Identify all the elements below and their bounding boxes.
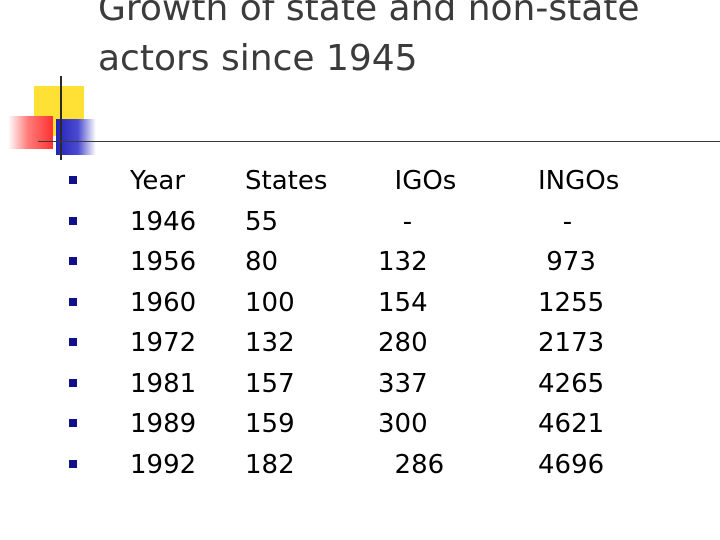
igos-cell: IGOs [378, 166, 457, 196]
list-item: 1989 159 300 4621 [0, 403, 720, 444]
square-bullet-icon [69, 459, 77, 468]
yellow-square-decoration [34, 86, 84, 136]
igos-cell: 300 [378, 409, 428, 439]
ingos-cell: 2173 [538, 328, 605, 358]
list-item: 1960 100 154 1255 [0, 282, 720, 323]
square-bullet-icon [69, 378, 77, 387]
year-cell: 1956 [130, 247, 197, 277]
year-cell: Year [130, 166, 186, 196]
horizontal-rule [38, 141, 720, 142]
igos-cell: 280 [378, 328, 428, 358]
igos-cell: 154 [378, 287, 428, 318]
square-bullet-icon [69, 216, 77, 225]
states-cell: 80 [245, 247, 279, 277]
states-cell: 159 [245, 409, 295, 439]
year-cell: 1989 [130, 409, 197, 439]
ingos-cell: 4621 [538, 409, 605, 439]
red-square-decoration [8, 116, 53, 149]
square-bullet-icon [69, 338, 77, 346]
blue-square-decoration [56, 119, 96, 155]
year-cell: 1992 [130, 449, 197, 480]
year-cell: 1960 [130, 287, 197, 318]
states-cell: 55 [245, 206, 279, 237]
ingos-cell: 973 [538, 247, 596, 277]
slide-title-line-2: actors since 1945 [98, 38, 418, 79]
square-bullet-icon [69, 297, 77, 306]
ingos-cell: - [538, 206, 573, 237]
ingos-cell: 1255 [538, 287, 605, 318]
vertical-rule [60, 76, 62, 160]
slide-title-line-1: Growth of state and non-state [98, 0, 640, 29]
igos-cell: - [378, 206, 413, 237]
ingos-cell: 4265 [538, 368, 605, 399]
year-cell: 1946 [130, 206, 197, 237]
list-item: 1972 132 280 2173 [0, 322, 720, 363]
square-bullet-icon [69, 257, 77, 265]
states-cell: 157 [245, 368, 295, 399]
igos-cell: 132 [378, 247, 428, 277]
slide-title: Growth of state and non-state actors sin… [98, 0, 698, 84]
states-cell: 182 [245, 449, 295, 480]
ingos-cell: 4696 [538, 449, 605, 480]
list-item-header: Year States IGOs INGOs [0, 160, 720, 201]
states-cell: States [245, 166, 328, 196]
list-item: 1956 80 132 973 [0, 241, 720, 282]
igos-cell: 286 [378, 449, 445, 480]
square-bullet-icon [69, 176, 77, 184]
states-cell: 132 [245, 328, 295, 358]
ingos-cell: INGOs [538, 166, 620, 196]
igos-cell: 337 [378, 368, 428, 399]
year-cell: 1972 [130, 328, 197, 358]
list-item: 1992 182 286 4696 [0, 444, 720, 485]
list-item: 1946 55 - - [0, 201, 720, 242]
states-cell: 100 [245, 287, 295, 318]
square-bullet-icon [69, 419, 77, 427]
list-item: 1981 157 337 4265 [0, 363, 720, 404]
year-cell: 1981 [130, 368, 197, 399]
data-list: Year States IGOs INGOs 1946 55 - - 1956 … [0, 160, 720, 484]
